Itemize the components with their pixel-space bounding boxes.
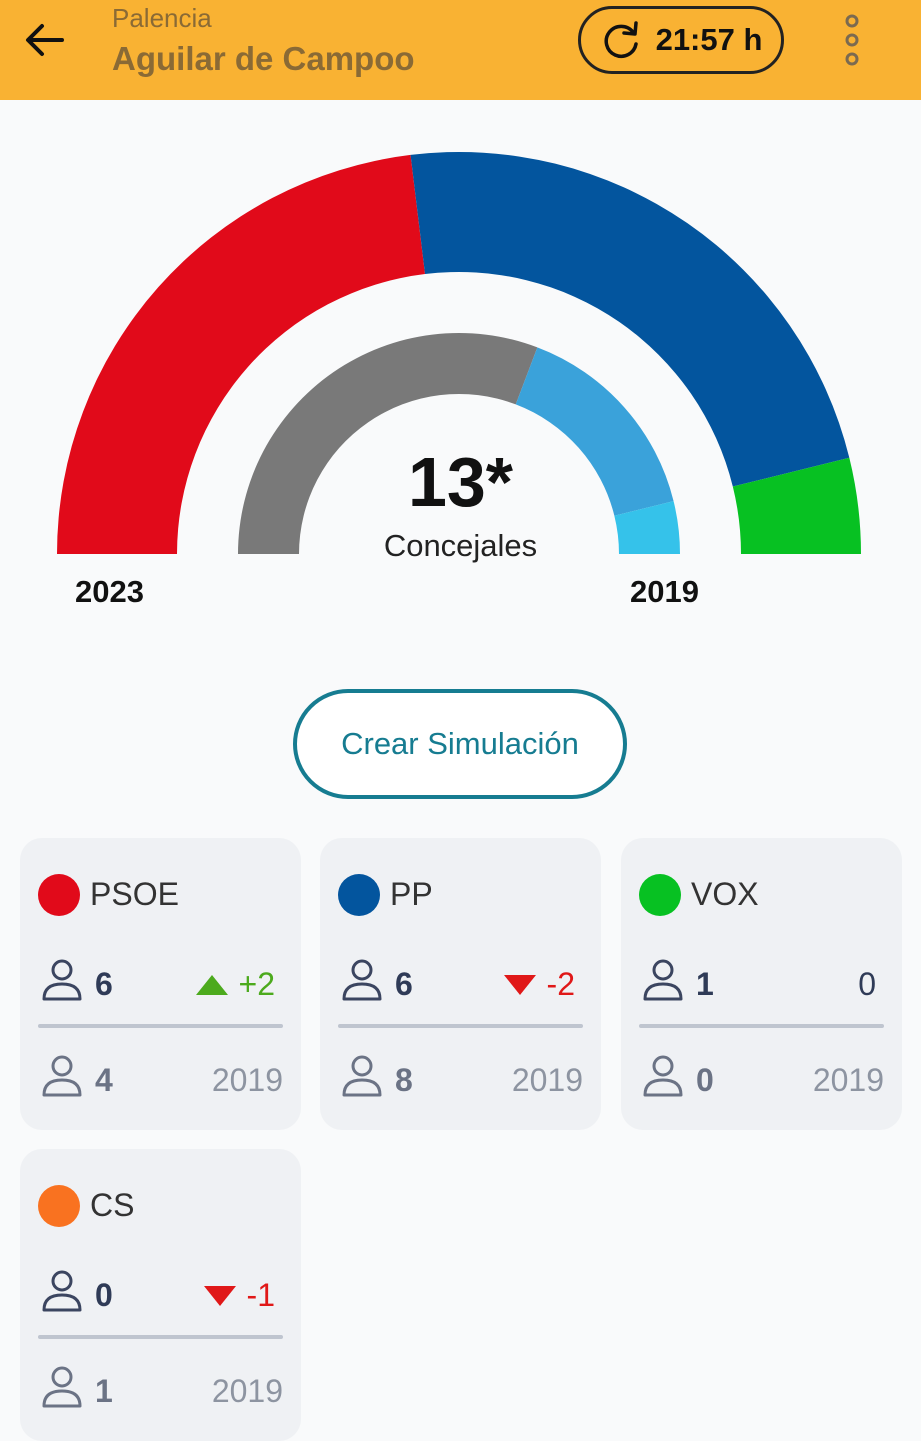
party-name: PSOE bbox=[90, 876, 179, 912]
person-icon bbox=[42, 1055, 82, 1097]
current-seats: 6 bbox=[95, 966, 113, 1002]
divider bbox=[38, 1335, 283, 1339]
seat-change: -2 bbox=[546, 966, 575, 1002]
arc-2023-segment-pp bbox=[410, 151, 850, 487]
person-icon bbox=[643, 959, 683, 1001]
seat-change: -1 bbox=[246, 1277, 275, 1313]
update-time: 21:57 h bbox=[655, 22, 763, 57]
more-vertical-icon bbox=[845, 14, 859, 66]
party-color-dot bbox=[639, 874, 681, 916]
divider bbox=[38, 1024, 283, 1028]
year-2019-label: 2019 bbox=[630, 574, 699, 609]
current-seats: 6 bbox=[395, 966, 413, 1002]
party-name: PP bbox=[390, 876, 433, 912]
triangle-up-icon bbox=[195, 974, 228, 995]
seats-label: Concejales bbox=[383, 528, 538, 563]
seat-change: +2 bbox=[238, 966, 275, 1002]
previous-seats: 8 bbox=[395, 1062, 413, 1098]
municipality-name: Aguilar de Campoo bbox=[112, 40, 415, 77]
arc-2023-segment-vox bbox=[732, 457, 862, 554]
divider bbox=[338, 1024, 583, 1028]
arc-2023-segment-psoe bbox=[57, 154, 426, 554]
current-seats: 0 bbox=[95, 1277, 113, 1313]
person-icon bbox=[342, 1055, 382, 1097]
previous-year: 2019 bbox=[211, 1373, 283, 1409]
refresh-icon bbox=[604, 21, 638, 59]
previous-seats: 4 bbox=[95, 1062, 113, 1098]
person-icon bbox=[42, 1270, 82, 1312]
seat-distribution-chart bbox=[57, 151, 862, 554]
total-seats: 13* bbox=[407, 443, 514, 521]
triangle-down-icon bbox=[503, 974, 536, 995]
divider bbox=[639, 1024, 884, 1028]
previous-seats: 0 bbox=[696, 1062, 714, 1098]
party-color-dot bbox=[38, 1185, 80, 1227]
party-color-dot bbox=[338, 874, 380, 916]
previous-seats: 1 bbox=[95, 1373, 113, 1409]
party-color-dot bbox=[38, 874, 80, 916]
previous-year: 2019 bbox=[511, 1062, 583, 1098]
seat-change: 0 bbox=[858, 966, 876, 1002]
party-card-pp[interactable]: PP 6 -2 8 2019 bbox=[320, 838, 601, 1130]
arc-2019-segment-0 bbox=[238, 332, 538, 554]
party-card-cs[interactable]: CS 0 -1 1 2019 bbox=[20, 1149, 301, 1441]
party-card-vox[interactable]: VOX 1 0 0 2019 bbox=[621, 838, 902, 1130]
current-seats: 1 bbox=[696, 966, 714, 1002]
create-simulation-button[interactable]: Crear Simulación bbox=[293, 689, 627, 799]
top-bar: Palencia Aguilar de Campoo 21:57 h bbox=[0, 0, 921, 100]
triangle-down-icon bbox=[203, 1285, 236, 1306]
person-icon bbox=[643, 1055, 683, 1097]
person-icon bbox=[342, 959, 382, 1001]
province-name: Palencia bbox=[112, 3, 212, 33]
arrow-left-icon bbox=[26, 24, 64, 56]
person-icon bbox=[42, 959, 82, 1001]
party-name: CS bbox=[90, 1187, 135, 1223]
previous-year: 2019 bbox=[211, 1062, 283, 1098]
refresh-button[interactable]: 21:57 h bbox=[578, 6, 784, 74]
back-button[interactable] bbox=[20, 18, 68, 62]
year-2023-label: 2023 bbox=[75, 574, 144, 609]
previous-year: 2019 bbox=[812, 1062, 884, 1098]
person-icon bbox=[42, 1366, 82, 1408]
arc-2019-segment-1 bbox=[515, 347, 674, 516]
arc-2019-segment-2 bbox=[614, 501, 680, 554]
party-name: VOX bbox=[691, 876, 759, 912]
party-card-psoe[interactable]: PSOE 6 +2 4 2019 bbox=[20, 838, 301, 1130]
more-options-button[interactable] bbox=[832, 12, 872, 68]
